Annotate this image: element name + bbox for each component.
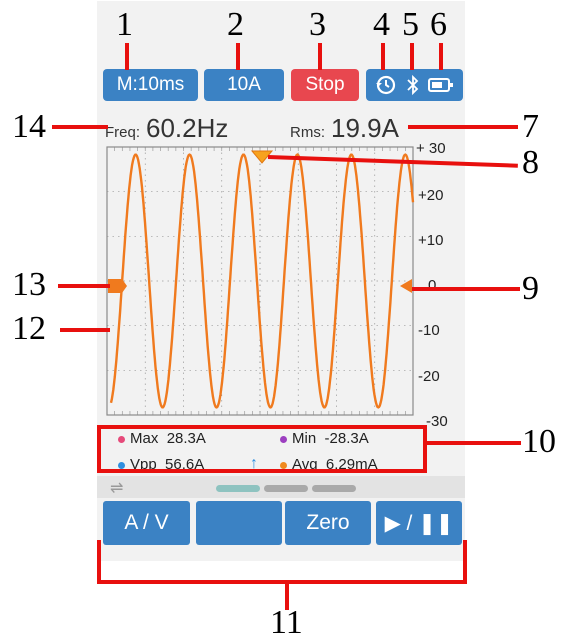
callout-line-12 bbox=[60, 328, 110, 332]
callout-number: 8 bbox=[522, 144, 539, 181]
av-button[interactable]: A / V bbox=[103, 501, 190, 545]
callout-line-5 bbox=[410, 43, 414, 70]
page-dot[interactable] bbox=[264, 485, 308, 492]
plot-frame bbox=[106, 146, 414, 416]
rms-value: 19.9A bbox=[331, 113, 399, 143]
trigger-level-marker[interactable] bbox=[400, 279, 412, 293]
min-dot-icon bbox=[280, 435, 287, 443]
y-tick-label: -20 bbox=[418, 368, 440, 385]
max-dot-icon bbox=[118, 435, 125, 443]
y-tick-label: +20 bbox=[418, 187, 444, 204]
range-button[interactable]: 10A bbox=[204, 69, 284, 101]
run-pause-button[interactable]: ▶ / ❚❚ bbox=[376, 501, 462, 545]
callout-line-7 bbox=[408, 125, 518, 129]
frequency-readout: Freq: 60.2Hz bbox=[105, 113, 228, 144]
y-tick-label: +10 bbox=[418, 232, 444, 249]
callout-number: 6 bbox=[430, 6, 447, 43]
page-dot[interactable] bbox=[312, 485, 356, 492]
page-dot-active[interactable] bbox=[216, 485, 260, 492]
callout-number: 2 bbox=[227, 6, 244, 43]
stat-vpp: Vpp 56.6A bbox=[118, 456, 204, 473]
avg-dot-icon bbox=[280, 461, 287, 469]
battery-icon bbox=[427, 73, 455, 97]
rms-label: Rms: bbox=[290, 124, 325, 141]
callout-number: 1 bbox=[116, 6, 133, 43]
stat-max: Max 28.3A bbox=[118, 430, 206, 447]
y-tick-label: -30 bbox=[426, 413, 448, 430]
callout-number: 11 bbox=[270, 604, 303, 641]
callout-line-2 bbox=[236, 43, 240, 70]
callout-line-9 bbox=[412, 287, 520, 291]
freq-label: Freq: bbox=[105, 124, 141, 141]
run-stop-button[interactable]: Stop bbox=[291, 69, 359, 101]
callout-line-4 bbox=[381, 43, 385, 70]
callout-line-14 bbox=[52, 125, 108, 129]
blank-button[interactable] bbox=[196, 501, 282, 545]
callout-line-11 bbox=[285, 582, 289, 610]
y-tick-label: -10 bbox=[418, 322, 440, 339]
max-label: Max bbox=[130, 430, 159, 447]
callout-number: 4 bbox=[373, 6, 390, 43]
callout-box-10 bbox=[97, 425, 427, 473]
y-tick-label: + 30 bbox=[416, 140, 446, 157]
callout-number: 13 bbox=[12, 266, 46, 303]
bluetooth-icon[interactable] bbox=[404, 73, 422, 97]
callout-number: 14 bbox=[12, 108, 46, 145]
stat-avg: Avg 6.29mA bbox=[280, 456, 378, 473]
up-arrow-icon[interactable]: ↑ bbox=[250, 455, 258, 472]
callout-number: 3 bbox=[309, 6, 326, 43]
status-icons-group bbox=[366, 69, 463, 101]
callout-bracket-11 bbox=[97, 540, 467, 584]
rms-readout: Rms: 19.9A bbox=[290, 113, 399, 144]
callout-number: 10 bbox=[522, 423, 556, 460]
stat-min: Min -28.3A bbox=[280, 430, 369, 447]
callout-line-10 bbox=[425, 441, 521, 445]
callout-number: 7 bbox=[522, 108, 539, 145]
waveform-trace bbox=[109, 153, 415, 409]
avg-label: Avg bbox=[292, 456, 318, 473]
vpp-value: 56.6A bbox=[165, 456, 205, 473]
max-value: 28.3A bbox=[166, 430, 206, 447]
y-tick-label: 0 bbox=[428, 277, 437, 294]
callout-number: 12 bbox=[12, 310, 46, 347]
channel-zero-marker[interactable] bbox=[108, 279, 127, 293]
timebase-button[interactable]: M:10ms bbox=[103, 69, 198, 101]
callout-number: 5 bbox=[402, 6, 419, 43]
callout-number: 9 bbox=[522, 270, 539, 307]
zero-button[interactable]: Zero bbox=[285, 501, 371, 545]
history-icon[interactable] bbox=[374, 73, 398, 97]
min-label: Min bbox=[292, 430, 317, 447]
swap-icon[interactable]: ⇌ bbox=[110, 480, 124, 497]
vpp-label: Vpp bbox=[130, 456, 157, 473]
plot-grid bbox=[106, 147, 414, 415]
min-value: -28.3A bbox=[324, 430, 369, 447]
callout-line-1 bbox=[125, 43, 129, 70]
freq-value: 60.2Hz bbox=[146, 113, 229, 143]
trigger-time-marker[interactable] bbox=[250, 150, 274, 164]
vpp-dot-icon bbox=[118, 461, 125, 469]
callout-line-3 bbox=[318, 43, 322, 70]
callout-line-6 bbox=[439, 43, 443, 70]
callout-line-13 bbox=[58, 284, 110, 288]
avg-value: 6.29mA bbox=[325, 456, 378, 473]
